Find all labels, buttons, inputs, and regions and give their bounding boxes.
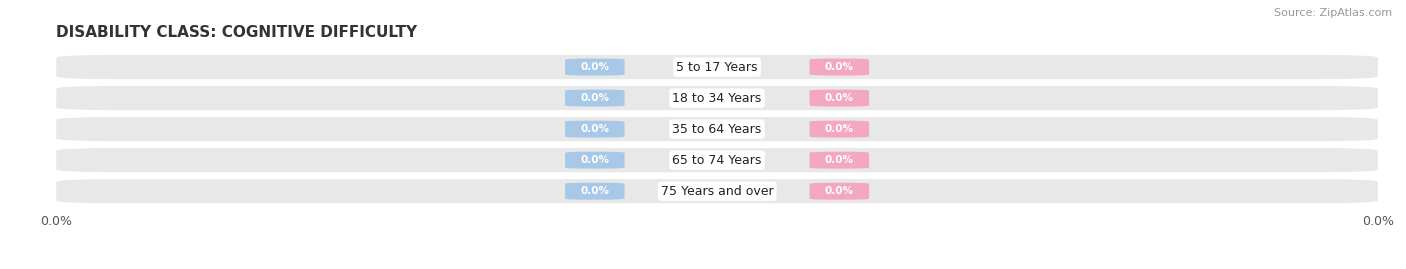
FancyBboxPatch shape bbox=[810, 121, 869, 137]
Text: 0.0%: 0.0% bbox=[581, 93, 609, 103]
FancyBboxPatch shape bbox=[565, 152, 624, 169]
Text: 0.0%: 0.0% bbox=[825, 155, 853, 165]
Text: DISABILITY CLASS: COGNITIVE DIFFICULTY: DISABILITY CLASS: COGNITIVE DIFFICULTY bbox=[56, 25, 418, 40]
FancyBboxPatch shape bbox=[565, 90, 624, 107]
Text: 65 to 74 Years: 65 to 74 Years bbox=[672, 154, 762, 167]
FancyBboxPatch shape bbox=[56, 55, 1378, 79]
Text: 0.0%: 0.0% bbox=[825, 62, 853, 72]
Text: 0.0%: 0.0% bbox=[581, 155, 609, 165]
FancyBboxPatch shape bbox=[56, 148, 1378, 172]
Text: 0.0%: 0.0% bbox=[581, 62, 609, 72]
FancyBboxPatch shape bbox=[56, 117, 1378, 141]
FancyBboxPatch shape bbox=[810, 59, 869, 76]
Text: 0.0%: 0.0% bbox=[581, 186, 609, 196]
FancyBboxPatch shape bbox=[56, 179, 1378, 203]
FancyBboxPatch shape bbox=[565, 59, 624, 76]
Text: 5 to 17 Years: 5 to 17 Years bbox=[676, 61, 758, 73]
FancyBboxPatch shape bbox=[810, 90, 869, 107]
Text: 0.0%: 0.0% bbox=[825, 186, 853, 196]
Text: 0.0%: 0.0% bbox=[581, 124, 609, 134]
Legend: Male, Female: Male, Female bbox=[650, 264, 785, 269]
FancyBboxPatch shape bbox=[56, 86, 1378, 110]
FancyBboxPatch shape bbox=[810, 183, 869, 200]
FancyBboxPatch shape bbox=[565, 183, 624, 200]
Text: 0.0%: 0.0% bbox=[825, 124, 853, 134]
Text: 35 to 64 Years: 35 to 64 Years bbox=[672, 123, 762, 136]
Text: 75 Years and over: 75 Years and over bbox=[661, 185, 773, 198]
Text: Source: ZipAtlas.com: Source: ZipAtlas.com bbox=[1274, 8, 1392, 18]
FancyBboxPatch shape bbox=[810, 152, 869, 169]
Text: 0.0%: 0.0% bbox=[825, 93, 853, 103]
Text: 18 to 34 Years: 18 to 34 Years bbox=[672, 91, 762, 105]
FancyBboxPatch shape bbox=[565, 121, 624, 137]
